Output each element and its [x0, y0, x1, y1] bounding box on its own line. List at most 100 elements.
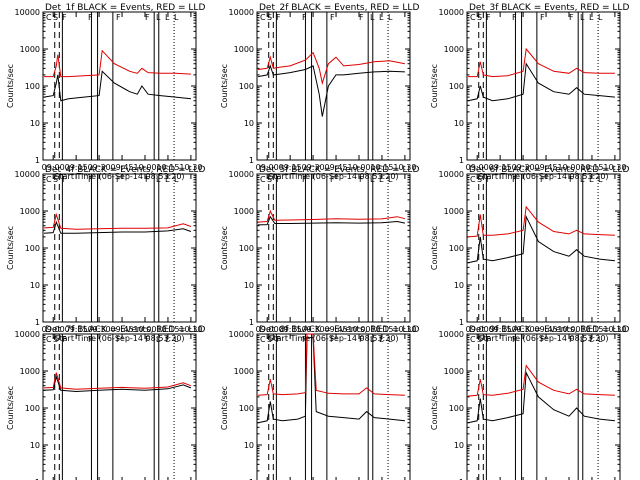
y-tick-label: 10000 — [15, 330, 40, 339]
y-axis-label: Counts/sec — [430, 64, 439, 108]
region-label: S — [53, 13, 58, 22]
plot-frame — [42, 173, 197, 323]
x-tick-label: 09:00 — [256, 163, 279, 172]
region-label: L — [174, 175, 179, 184]
region-label: L — [598, 13, 603, 22]
region-label: C — [470, 175, 476, 184]
panel-title: Det_6f BLACK = Events, RED = LLD — [469, 165, 629, 175]
y-tick-label: 10000 — [15, 8, 40, 17]
region-label: F — [486, 13, 491, 22]
x-tick-label: 10:30 — [179, 325, 202, 334]
y-tick-label: 10 — [244, 441, 254, 450]
y-tick-label: 1 — [459, 478, 464, 480]
region-label: L — [388, 175, 393, 184]
series-line-lld — [467, 205, 615, 238]
x-tick-label: 09:30 — [88, 163, 111, 172]
x-tick-label: 09:45 — [325, 163, 348, 172]
panel-4: Det_4f BLACK = Events, RED = LLD 1 10 100 10… — [6, 165, 205, 343]
series-line-events — [467, 62, 615, 102]
series-line-events — [43, 374, 192, 393]
plot-frame — [42, 333, 197, 480]
region-label: S — [267, 175, 272, 184]
x-tick-label: 09:30 — [512, 325, 535, 334]
x-tick-label: 10:30 — [179, 163, 202, 172]
series-line-events — [257, 337, 405, 424]
panel-title: Det_8f BLACK = Events, RED = LLD — [259, 325, 419, 335]
x-tick-label: 09:00 — [466, 163, 489, 172]
series-line-events — [467, 214, 615, 264]
region-label: L — [156, 175, 161, 184]
region-label: F — [88, 175, 93, 184]
x-tick-label: 09:45 — [111, 325, 134, 334]
y-axis-label: Counts/sec — [220, 226, 229, 270]
region-label: S — [477, 13, 482, 22]
region-label: L — [174, 13, 179, 22]
region-label: L — [379, 335, 384, 344]
y-tick-label: 1000 — [234, 207, 254, 216]
x-tick-label: 10:00 — [347, 163, 370, 172]
region-label: S — [267, 13, 272, 22]
x-tick-label: 10:15 — [370, 163, 393, 172]
y-tick-label: 1 — [249, 156, 254, 165]
x-tick-label: 10:00 — [557, 163, 580, 172]
region-label: L — [379, 13, 384, 22]
region-label: C — [470, 13, 476, 22]
y-tick-label: 10 — [30, 119, 40, 128]
panel-1: Det_1f BLACK = Events, RED = LLD 1 10 100 10… — [6, 3, 205, 181]
region-label: F — [486, 175, 491, 184]
region-label: L — [589, 335, 594, 344]
y-axis-label: Counts/sec — [430, 226, 439, 270]
region-label: F — [359, 335, 364, 344]
y-axis-label: Counts/sec — [6, 226, 15, 270]
y-tick-label: 1 — [35, 478, 40, 480]
region-label: L — [156, 13, 161, 22]
region-label: F — [302, 335, 307, 344]
x-tick-label: 09:00 — [42, 325, 65, 334]
panel-6: Det_6f BLACK = Events, RED = LLD 1 10 100 10… — [430, 165, 629, 343]
region-label: L — [589, 175, 594, 184]
series-line-events — [43, 70, 191, 102]
x-tick-label: 10:15 — [580, 325, 603, 334]
region-label: C — [260, 13, 266, 22]
series-line-lld — [257, 333, 405, 396]
region-label: F — [540, 335, 545, 344]
y-axis-label: Counts/sec — [6, 386, 15, 430]
region-label: L — [388, 13, 393, 22]
y-tick-label: 100 — [25, 404, 40, 413]
region-label: F — [145, 335, 150, 344]
region-label: S — [267, 335, 272, 344]
region-label: L — [165, 175, 170, 184]
y-tick-label: 10000 — [439, 170, 464, 179]
region-label: S — [53, 335, 58, 344]
y-tick-label: 1 — [35, 318, 40, 327]
x-tick-label: 09:00 — [256, 325, 279, 334]
x-tick-label: 09:15 — [489, 163, 512, 172]
region-label: F — [569, 335, 574, 344]
series-line-events — [257, 64, 405, 117]
y-tick-label: 100 — [25, 82, 40, 91]
region-label: C — [46, 13, 52, 22]
y-tick-label: 10 — [454, 119, 464, 128]
region-label: F — [359, 175, 364, 184]
x-axis-label: Start Time (06-Sep-14 08:53:20) — [268, 334, 398, 343]
y-tick-label: 10 — [30, 441, 40, 450]
x-tick-label: 09:15 — [279, 325, 302, 334]
panel-title: Det_5f BLACK = Events, RED = LLD — [259, 165, 419, 175]
y-tick-label: 1 — [459, 318, 464, 327]
x-tick-label: 10:00 — [133, 325, 156, 334]
plot-frame — [466, 333, 621, 480]
region-label: F — [330, 175, 335, 184]
region-label: F — [62, 13, 67, 22]
y-tick-label: 10000 — [439, 330, 464, 339]
region-label: F — [145, 175, 150, 184]
region-label: L — [370, 13, 375, 22]
x-axis-label: Start Time (06-Sep-14 08:53:20) — [54, 334, 184, 343]
y-tick-label: 1000 — [234, 45, 254, 54]
series-line-lld — [44, 49, 191, 78]
x-tick-label: 10:30 — [393, 325, 416, 334]
panel-title: Det_9f BLACK = Events, RED = LLD — [469, 325, 629, 335]
y-tick-label: 10 — [454, 281, 464, 290]
series-line-lld — [257, 209, 406, 223]
x-tick-label: 10:30 — [393, 163, 416, 172]
x-tick-label: 10:15 — [370, 325, 393, 334]
